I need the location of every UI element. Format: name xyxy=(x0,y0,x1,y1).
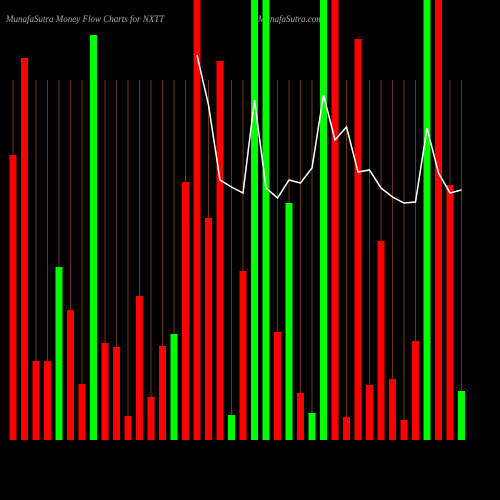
bar xyxy=(377,241,385,440)
bar xyxy=(193,0,201,440)
bar xyxy=(435,0,442,440)
bar xyxy=(262,0,270,440)
bar xyxy=(113,347,120,440)
bar xyxy=(423,0,431,440)
bar xyxy=(182,182,189,440)
bar xyxy=(136,296,143,440)
bar xyxy=(354,39,362,440)
bar xyxy=(147,397,155,440)
bar xyxy=(251,0,258,440)
bar xyxy=(297,393,304,440)
bar xyxy=(308,413,316,440)
bar xyxy=(78,384,86,440)
bar xyxy=(412,341,419,440)
bar xyxy=(205,218,212,440)
bar xyxy=(228,415,235,440)
bar xyxy=(239,271,247,440)
bar xyxy=(159,346,166,440)
bar xyxy=(32,361,40,440)
bar xyxy=(343,417,350,440)
bar xyxy=(366,385,373,440)
bar xyxy=(101,343,109,440)
bar xyxy=(274,332,281,440)
bar xyxy=(400,420,408,440)
bar xyxy=(124,416,132,440)
bar xyxy=(320,0,327,440)
bar xyxy=(21,58,28,440)
bar xyxy=(458,391,465,440)
bar xyxy=(331,0,339,440)
bar xyxy=(285,203,293,440)
bar xyxy=(90,35,97,440)
bar xyxy=(67,310,74,440)
watermark: MunafaSutra.com xyxy=(257,14,323,24)
bar xyxy=(55,267,63,440)
bar xyxy=(216,61,224,440)
bar xyxy=(446,185,454,440)
bar xyxy=(44,361,51,440)
bar xyxy=(9,155,17,440)
bar xyxy=(170,334,178,440)
chart-title: MunafaSutra Money Flow Charts for NXTT xyxy=(5,14,165,24)
money-flow-line xyxy=(196,54,462,204)
bar xyxy=(389,379,396,440)
